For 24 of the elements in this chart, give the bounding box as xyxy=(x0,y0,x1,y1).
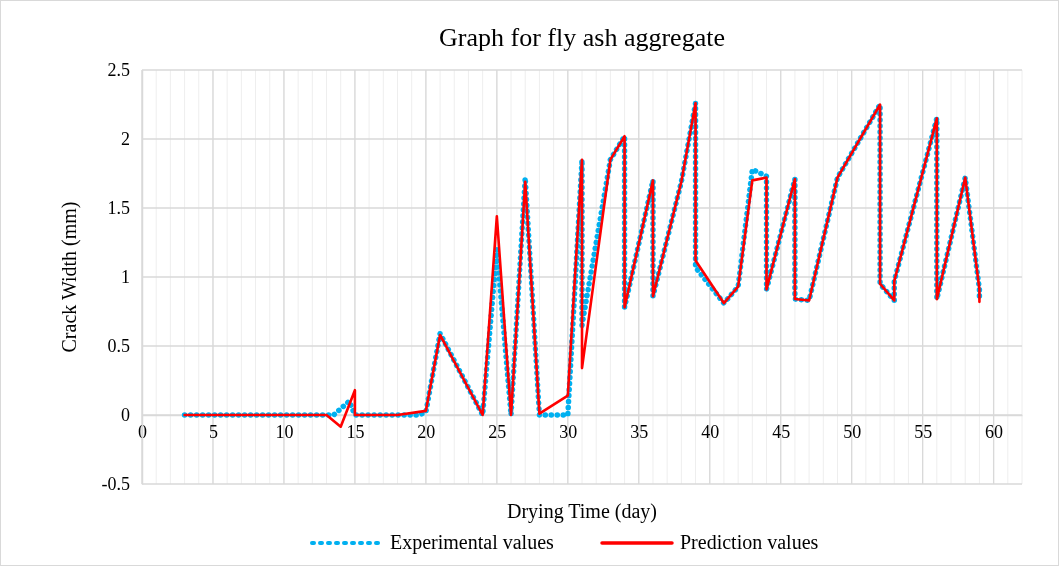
y-tick-label: -0.5 xyxy=(101,474,130,495)
legend-label: Prediction values xyxy=(680,531,819,553)
legend-label: Experimental values xyxy=(390,531,555,554)
y-tick-label: 0 xyxy=(121,405,130,426)
x-tick-label: 15 xyxy=(346,421,365,442)
x-tick-label: 30 xyxy=(559,421,578,442)
x-tick-label: 45 xyxy=(772,421,791,442)
y-tick-label: 2.5 xyxy=(107,60,130,81)
x-tick-label: 55 xyxy=(914,421,933,442)
y-tick-label: 0.5 xyxy=(107,336,130,357)
y-tick-label: 1 xyxy=(121,267,130,288)
y-tick-label: 2 xyxy=(121,129,130,150)
x-axis-title: Drying Time (day) xyxy=(507,500,657,523)
x-tick-label: 60 xyxy=(985,421,1004,442)
x-tick-label: 35 xyxy=(630,421,649,442)
x-tick-label: 5 xyxy=(208,421,218,442)
x-tick-label: 25 xyxy=(488,421,507,442)
x-tick-label: 20 xyxy=(417,421,436,442)
x-tick-label: 50 xyxy=(843,421,862,442)
x-tick-label: 40 xyxy=(701,421,720,442)
y-tick-label: 1.5 xyxy=(107,198,130,219)
chart-title: Graph for fly ash aggregate xyxy=(439,23,725,52)
y-axis-title: Crack Width (mm) xyxy=(58,201,81,353)
x-tick-label: 10 xyxy=(275,421,294,442)
